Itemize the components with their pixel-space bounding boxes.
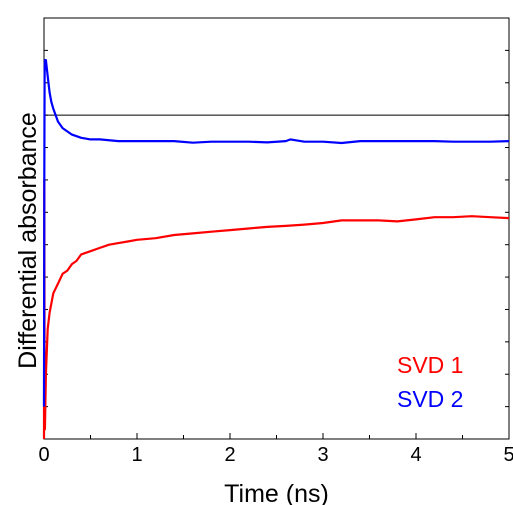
series-line-2 [42,58,510,407]
legend: SVD 1 SVD 2 [397,352,463,412]
legend-entry-1: SVD 1 [397,352,463,378]
x-tick-label: 1 [131,444,142,466]
x-axis-title: Time (ns) [224,480,329,505]
ticks-layer: 0 1 2 3 4 5 [38,49,513,466]
x-tick-label: 2 [224,444,235,466]
legend-entry-2: SVD 2 [397,386,463,412]
series-line-1 [42,178,510,440]
series-layer [42,58,510,440]
x-tick-label: 5 [503,444,513,466]
x-tick-label: 0 [38,444,49,466]
x-tick-label: 3 [317,444,328,466]
y-axis-title: Differential absorbance [14,112,42,369]
x-tick-label: 4 [410,444,421,466]
